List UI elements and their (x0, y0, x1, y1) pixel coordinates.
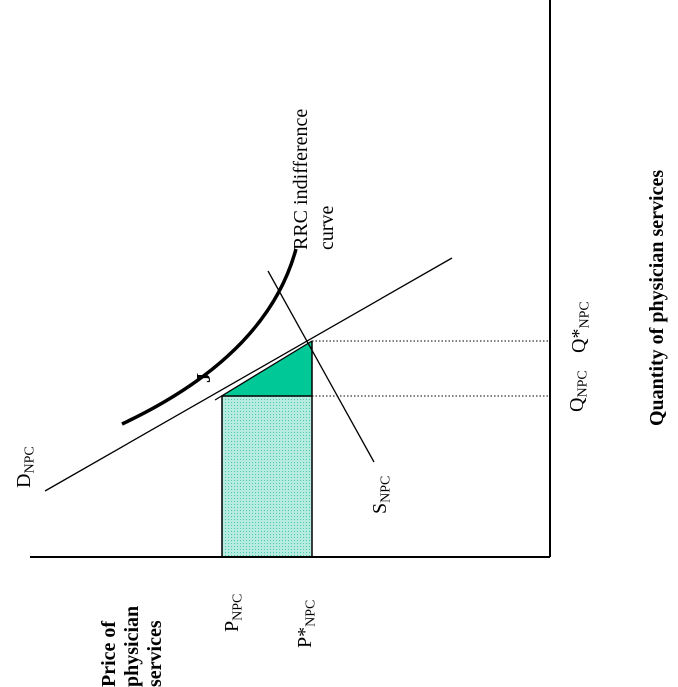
supply-label-main: S (369, 502, 391, 514)
quantity-tick-q-sub: NPC (575, 370, 591, 398)
demand-label: DNPC (13, 446, 38, 488)
quantity-tick-q-star: Q*NPC (568, 301, 593, 353)
quantity-tick-q-main: Q (566, 397, 588, 412)
point-j-label: J (193, 373, 215, 383)
price-tick-p-main: P (221, 620, 243, 632)
price-axis-label-line-1: Price of (98, 620, 120, 687)
demand-label-main: D (13, 473, 35, 488)
supply-label: SNPC (369, 475, 394, 514)
supply-line (267, 270, 375, 463)
price-tick-p-star-main: P* (294, 626, 316, 648)
indifference-label-line-1: RRC indifference (290, 108, 312, 250)
quantity-axis-label: Quantity of physician services (646, 169, 668, 426)
quantity-tick-q-star-main: Q* (568, 328, 590, 353)
price-tick-p-star-sub: NPC (303, 599, 319, 627)
price-axis-label: Price of physician services (98, 606, 167, 687)
price-tick-p: PNPC (221, 593, 246, 632)
supply-label-sub: NPC (378, 475, 394, 503)
surplus-rectangle (222, 396, 312, 557)
demand-label-sub: NPC (22, 446, 38, 474)
price-tick-p-star: P*NPC (294, 599, 319, 648)
tangent-line (214, 340, 313, 401)
price-tick-p-sub: NPC (230, 593, 246, 621)
indifference-curve-label: RRC indifference curve (288, 109, 340, 250)
quantity-tick-q-star-sub: NPC (577, 301, 593, 329)
indifference-curve (121, 248, 298, 426)
price-axis-label-line-2: physician (121, 605, 143, 687)
demand-line (44, 257, 453, 492)
price-axis-label-line-3: services (144, 620, 166, 687)
indifference-label-line-2: curve (316, 205, 338, 250)
quantity-tick-q: QNPC (566, 370, 591, 412)
